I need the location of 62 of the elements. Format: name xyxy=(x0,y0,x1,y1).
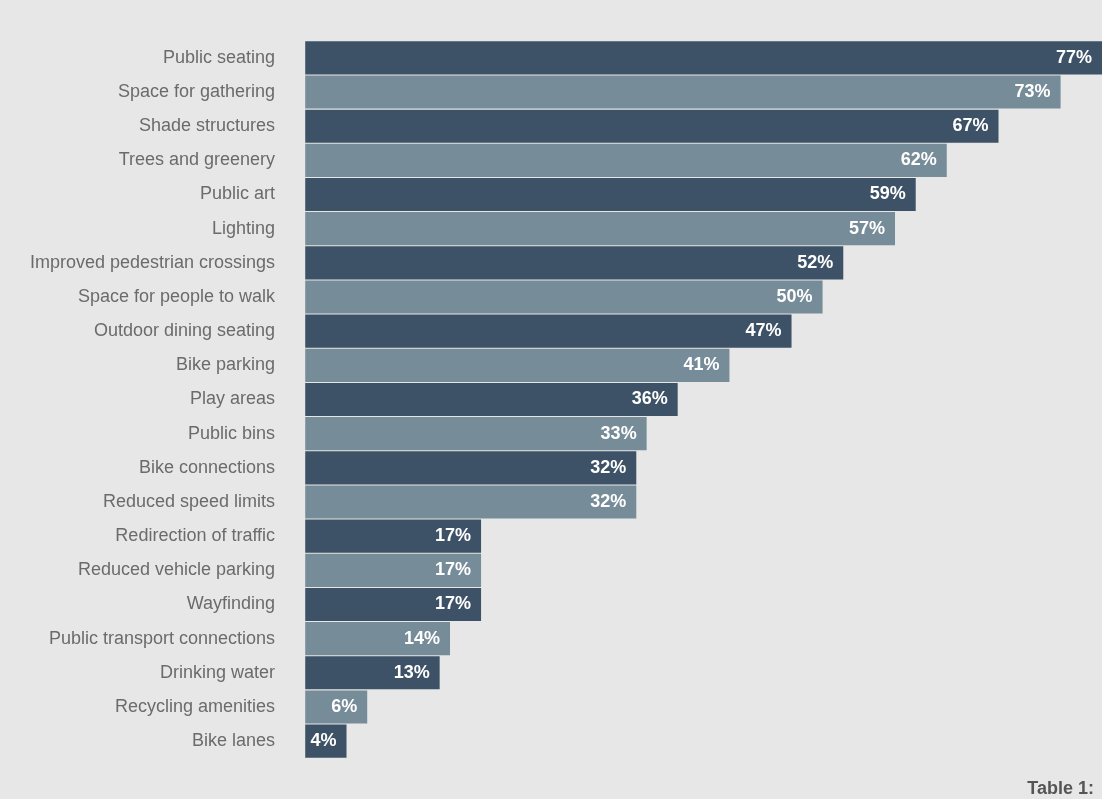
y-tick-label: Drinking water xyxy=(160,661,276,682)
data-label: 17% xyxy=(435,525,472,546)
data-label: 50% xyxy=(776,285,813,306)
data-label: 14% xyxy=(403,627,441,648)
y-tick-label: Outdoor dining seating xyxy=(93,320,276,341)
data-label: 57% xyxy=(848,217,886,238)
data-label: 77% xyxy=(1055,46,1092,67)
data-label: 67% xyxy=(952,115,989,136)
data-label: 4% xyxy=(310,730,337,751)
data-label: 59% xyxy=(869,183,906,204)
y-tick-label: Space for people to walk xyxy=(77,285,277,306)
y-tick-label: Lighting xyxy=(212,217,276,238)
bar xyxy=(305,348,730,382)
data-label: 17% xyxy=(435,559,472,580)
bar xyxy=(305,519,482,553)
bar xyxy=(305,656,440,690)
data-label: 52% xyxy=(797,251,834,272)
bar xyxy=(305,212,896,246)
bar xyxy=(305,75,1061,109)
data-label: 33% xyxy=(600,422,637,443)
data-label: 62% xyxy=(900,149,937,170)
bar xyxy=(305,382,678,417)
y-tick-label: Recycling amenities xyxy=(115,695,276,716)
y-tick-label: Space for gathering xyxy=(118,81,276,102)
y-tick-label: Public bins xyxy=(188,422,276,443)
data-label: 47% xyxy=(745,320,782,341)
data-label: 32% xyxy=(590,490,627,511)
data-label: 41% xyxy=(683,354,720,375)
y-tick-label: Bike connections xyxy=(139,456,276,477)
y-tick-label: Public transport connections xyxy=(48,627,276,648)
data-label: 6% xyxy=(331,695,358,716)
bar xyxy=(305,622,451,656)
bar xyxy=(305,587,482,622)
y-tick-label: Redirection of traffic xyxy=(115,525,276,546)
bar xyxy=(305,246,844,280)
bar xyxy=(305,280,823,314)
data-label: 32% xyxy=(590,456,627,477)
y-tick-label: Bike parking xyxy=(176,354,276,375)
y-tick-label: Trees and greenery xyxy=(118,149,276,170)
y-tick-label: Reduced speed limits xyxy=(103,490,276,511)
data-label: 36% xyxy=(631,388,668,409)
y-tick-label: Reduced vehicle parking xyxy=(77,559,276,580)
bar xyxy=(305,553,482,587)
y-tick-label: Shade structures xyxy=(139,115,276,136)
caption: Table 1: xyxy=(1027,777,1094,798)
y-tick-label: Play areas xyxy=(190,388,276,409)
bar xyxy=(305,177,916,212)
y-tick-label: Improved pedestrian crossings xyxy=(29,251,276,272)
y-tick-label: Wayfinding xyxy=(186,593,276,614)
data-label: 73% xyxy=(1014,81,1051,102)
bar xyxy=(305,417,647,451)
data-label: 17% xyxy=(435,593,472,614)
y-tick-label: Bike lanes xyxy=(192,730,276,751)
bar xyxy=(305,143,947,177)
bar xyxy=(305,314,792,348)
bar xyxy=(305,109,999,143)
bar xyxy=(305,485,637,519)
y-tick-label: Public art xyxy=(200,183,276,204)
data-label: 13% xyxy=(393,661,430,682)
bar xyxy=(305,451,637,485)
bar xyxy=(305,41,1102,75)
y-tick-label: Public seating xyxy=(163,46,276,67)
